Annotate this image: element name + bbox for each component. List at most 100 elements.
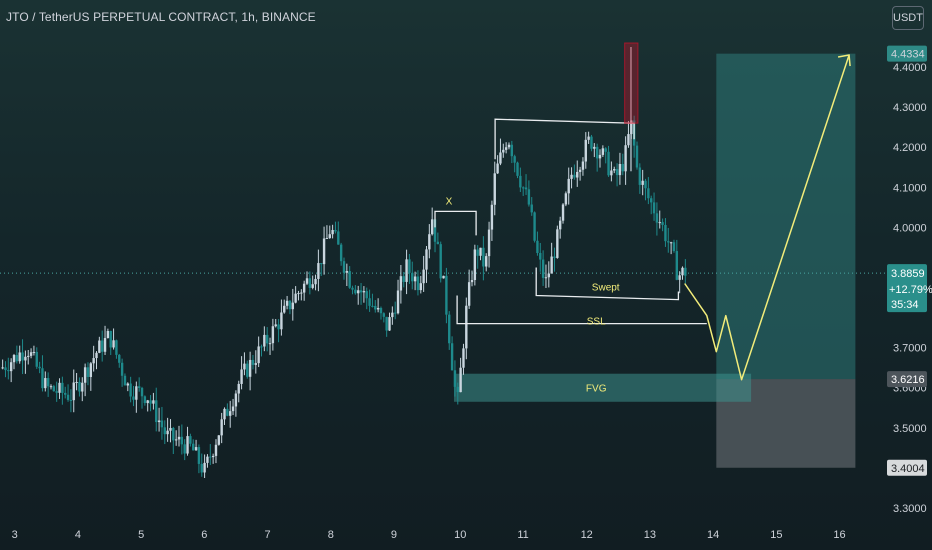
candle-body — [305, 278, 309, 284]
candle-body — [169, 427, 172, 431]
candle-body — [328, 234, 331, 239]
candle-body — [465, 305, 468, 349]
candle-body — [456, 386, 459, 393]
y-tick: 4.2000 — [893, 142, 927, 154]
candle-body — [661, 222, 664, 225]
svg-text:+12.79%: +12.79% — [889, 284, 932, 296]
take-profit-label: 4.4334 — [887, 45, 927, 62]
candle-body — [294, 293, 297, 303]
ssl-line — [456, 295, 707, 325]
candle-body — [587, 136, 590, 140]
candle-body — [513, 156, 516, 163]
currency-button[interactable]: USDT — [892, 6, 924, 30]
candle-body — [254, 363, 258, 365]
candle-body — [135, 386, 138, 400]
candle-body — [351, 287, 354, 290]
candle-body — [396, 290, 400, 314]
candle-body — [644, 180, 647, 189]
candle-body — [428, 234, 431, 250]
fvg-zone — [453, 373, 752, 402]
wick-highlight-box — [624, 42, 639, 124]
candle-body — [177, 436, 181, 440]
candle-body — [200, 463, 203, 473]
candle-body — [152, 400, 155, 404]
x-level-line — [434, 210, 477, 236]
candle-body — [189, 436, 192, 444]
y-tick: 3.7000 — [893, 343, 927, 355]
y-tick: 3.5000 — [893, 423, 927, 435]
candle-body — [368, 298, 371, 306]
candle-body — [268, 343, 272, 345]
candle-body — [627, 134, 630, 146]
candle-body — [132, 396, 135, 400]
candle-body — [601, 148, 605, 155]
candle-body — [576, 171, 579, 178]
candle-body — [81, 382, 84, 392]
candle-body — [58, 382, 61, 393]
candle-body — [339, 244, 343, 262]
swept-line — [535, 267, 680, 301]
candle-body — [533, 212, 536, 241]
candle-body — [595, 146, 599, 159]
candle-body — [578, 169, 582, 172]
candle-body — [9, 362, 13, 372]
candle-body — [359, 290, 363, 293]
svg-text:4.4334: 4.4334 — [891, 49, 925, 61]
candle-body — [283, 305, 286, 313]
candle-body — [539, 252, 542, 260]
candle-body — [78, 381, 81, 392]
candle-body — [24, 356, 27, 361]
candle-body — [573, 174, 576, 178]
candle-body — [470, 280, 474, 283]
candle-body — [402, 276, 405, 282]
candle-body — [322, 238, 326, 265]
candle-body — [567, 178, 570, 194]
candle-body — [271, 326, 275, 344]
candle-body — [46, 378, 50, 387]
candle-body — [220, 419, 223, 436]
svg-text:3.6216: 3.6216 — [891, 374, 925, 386]
target-zone — [716, 53, 856, 380]
candle-body — [527, 189, 531, 205]
candle-body — [334, 229, 337, 232]
candle-body — [487, 229, 491, 257]
x-tick: 14 — [707, 529, 719, 541]
x-tick: 13 — [644, 529, 656, 541]
candle-body — [15, 355, 19, 362]
candle-body — [95, 352, 98, 359]
candle-body — [155, 400, 158, 423]
time-axis[interactable]: 3 4 5 6 7 8 9 10 11 12 13 14 15 16 — [12, 529, 846, 541]
candle-body — [265, 334, 269, 344]
candle-body — [52, 386, 56, 392]
entry-label: 3.6216 — [887, 371, 927, 388]
candle-body — [112, 340, 115, 348]
candle-body — [493, 173, 496, 205]
candle-body — [541, 259, 545, 278]
candle-body — [365, 291, 368, 299]
candle-body — [41, 368, 44, 389]
x-tick: 8 — [328, 529, 334, 541]
candle-body — [277, 324, 280, 330]
candle-body — [75, 381, 78, 383]
y-tick: 4.3000 — [893, 102, 927, 114]
candle-body — [209, 456, 212, 458]
candle-body — [613, 169, 616, 171]
candle-body — [425, 249, 428, 270]
candle-body — [408, 259, 411, 273]
candle-body — [610, 170, 613, 176]
candle-body — [638, 167, 642, 185]
projection-path — [684, 54, 850, 381]
candle-body — [462, 348, 465, 368]
candle-body — [590, 136, 593, 149]
candle-body — [32, 351, 36, 353]
candle-body — [129, 383, 132, 397]
symbol-title[interactable]: JTO / TetherUS PERPETUAL CONTRACT, 1h, B… — [6, 10, 316, 24]
candle-body — [558, 220, 562, 230]
candles — [1, 47, 687, 479]
candle-body — [658, 222, 661, 224]
candle-body — [83, 367, 87, 383]
candle-body — [354, 289, 357, 294]
candle-body — [681, 267, 684, 276]
